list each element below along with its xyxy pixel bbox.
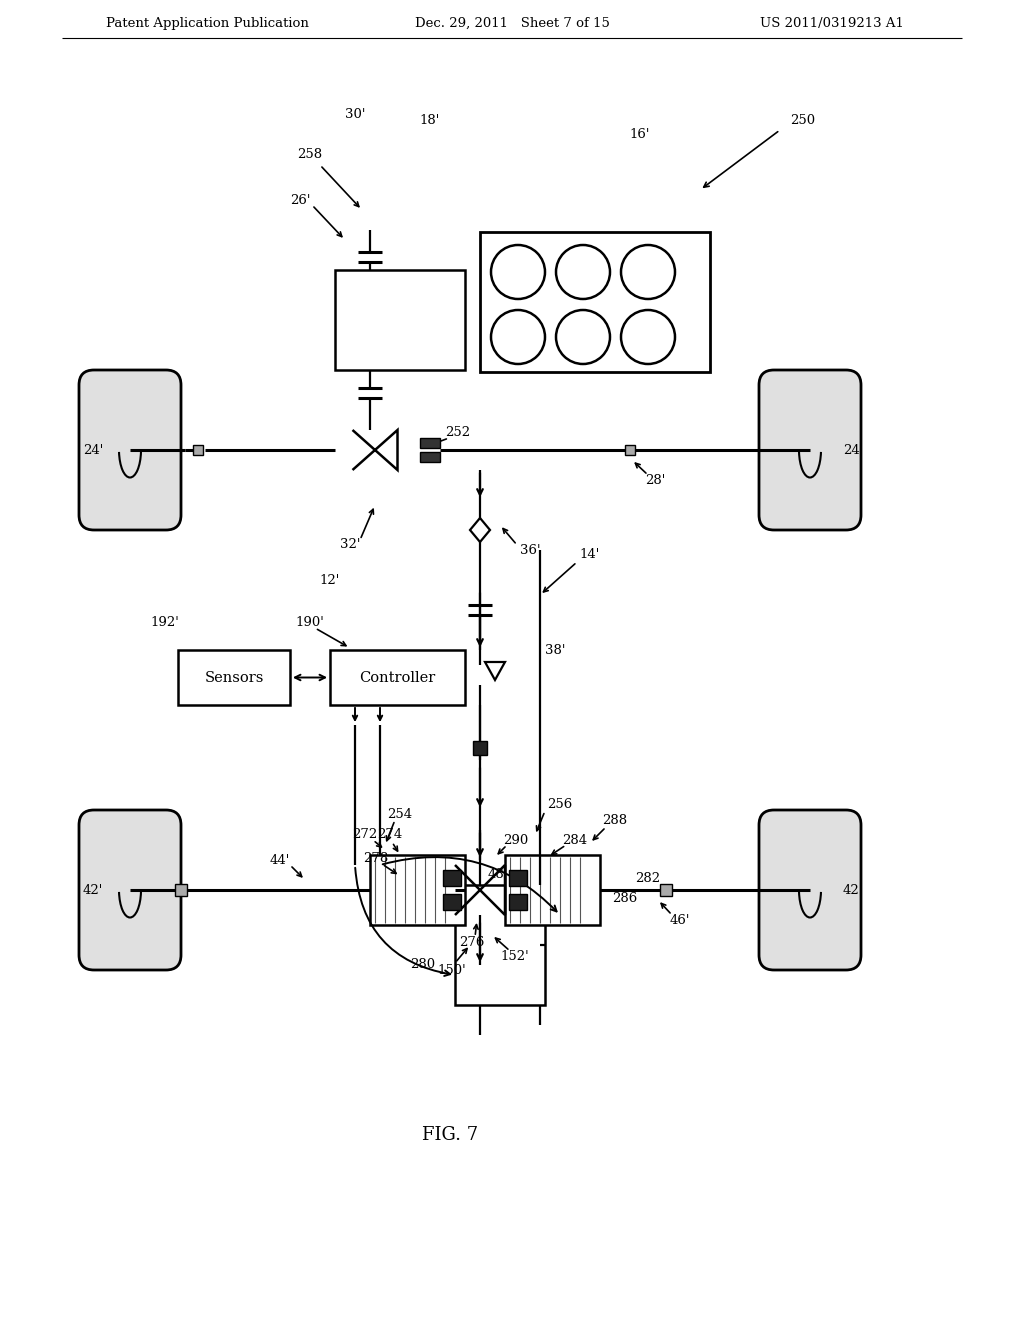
FancyBboxPatch shape <box>79 370 181 531</box>
Bar <box>473 741 487 755</box>
Text: 250: 250 <box>790 114 815 127</box>
Bar <box>625 445 635 455</box>
Text: 152': 152' <box>501 950 529 964</box>
Text: 192': 192' <box>151 615 179 628</box>
Text: 14': 14' <box>580 549 600 561</box>
Bar <box>420 438 440 447</box>
Text: 42': 42' <box>83 883 103 896</box>
FancyBboxPatch shape <box>759 810 861 970</box>
Circle shape <box>621 310 675 364</box>
Text: 28': 28' <box>645 474 666 487</box>
Circle shape <box>556 310 610 364</box>
Text: 286: 286 <box>612 891 638 904</box>
Text: Dec. 29, 2011   Sheet 7 of 15: Dec. 29, 2011 Sheet 7 of 15 <box>415 16 609 29</box>
Circle shape <box>490 246 545 300</box>
Bar <box>509 894 527 909</box>
Bar <box>193 445 203 455</box>
FancyBboxPatch shape <box>759 370 861 531</box>
Text: FIG. 7: FIG. 7 <box>422 1126 478 1144</box>
Circle shape <box>621 246 675 300</box>
Text: 258: 258 <box>297 149 323 161</box>
Text: 36': 36' <box>520 544 541 557</box>
Text: 278: 278 <box>364 851 389 865</box>
Circle shape <box>556 246 610 300</box>
Text: 42': 42' <box>843 883 863 896</box>
Circle shape <box>490 310 545 364</box>
Text: 276: 276 <box>460 936 484 949</box>
Text: US 2011/0319213 A1: US 2011/0319213 A1 <box>760 16 904 29</box>
Text: Controller: Controller <box>359 671 435 685</box>
Text: 288: 288 <box>602 813 628 826</box>
Bar <box>175 884 187 896</box>
Text: 256: 256 <box>548 799 572 812</box>
Text: 254: 254 <box>387 808 413 821</box>
Text: 16': 16' <box>630 128 650 141</box>
Bar <box>370 855 465 925</box>
Text: 252: 252 <box>445 425 471 438</box>
Bar <box>505 855 600 925</box>
Text: 48': 48' <box>487 869 508 882</box>
Text: 280: 280 <box>410 958 435 972</box>
Text: 274: 274 <box>378 829 402 842</box>
Text: 24': 24' <box>843 444 863 457</box>
Bar <box>420 451 440 462</box>
Text: 190': 190' <box>296 615 325 628</box>
Text: 26': 26' <box>290 194 310 206</box>
Text: 284: 284 <box>562 833 588 846</box>
Bar <box>480 232 710 372</box>
Text: 18': 18' <box>420 114 440 127</box>
Bar <box>660 884 672 896</box>
Text: 32': 32' <box>340 539 360 552</box>
FancyBboxPatch shape <box>79 810 181 970</box>
Text: 46': 46' <box>670 913 690 927</box>
Bar <box>178 649 290 705</box>
Text: 12': 12' <box>319 573 340 586</box>
Bar <box>443 894 461 909</box>
Text: 24': 24' <box>83 444 103 457</box>
Text: 38': 38' <box>545 644 565 656</box>
Polygon shape <box>485 663 505 680</box>
Text: 290: 290 <box>504 833 528 846</box>
Bar <box>330 649 465 705</box>
Bar <box>455 884 545 1005</box>
Text: Sensors: Sensors <box>205 671 264 685</box>
Bar <box>443 870 461 886</box>
Text: 44': 44' <box>269 854 290 866</box>
Bar <box>335 271 465 370</box>
Text: 272: 272 <box>352 829 378 842</box>
Bar <box>509 870 527 886</box>
Text: 30': 30' <box>345 108 366 121</box>
Text: 282: 282 <box>636 871 660 884</box>
Text: Patent Application Publication: Patent Application Publication <box>105 16 308 29</box>
Text: 150': 150' <box>437 964 466 977</box>
